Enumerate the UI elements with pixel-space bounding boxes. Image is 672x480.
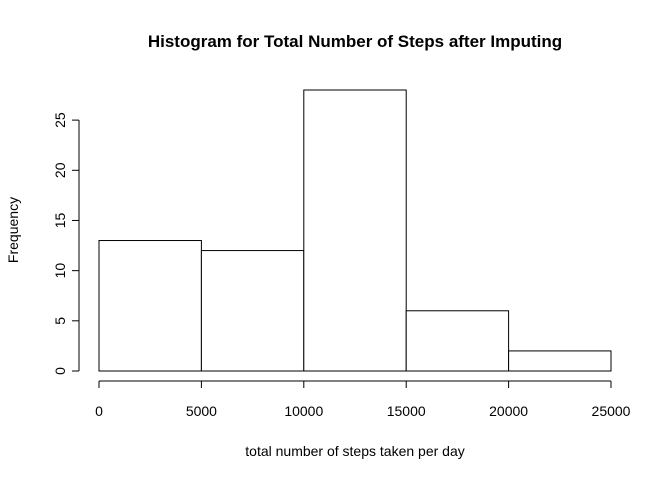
y-tick-label-0: 0: [52, 367, 68, 375]
x-tick-label-10000: 10000: [284, 403, 323, 419]
x-tick-label-15000: 15000: [387, 403, 426, 419]
x-axis-label: total number of steps taken per day: [245, 443, 464, 459]
histogram-bar-0: [98, 240, 202, 372]
x-tick-label-25000: 25000: [592, 403, 631, 419]
x-tick-label-0: 0: [95, 403, 103, 419]
x-tick-label-5000: 5000: [186, 403, 217, 419]
y-axis: 0 5 10 15 20 25: [52, 112, 80, 375]
y-tick-label-15: 15: [52, 212, 68, 228]
histogram-bar-2: [303, 89, 407, 372]
y-axis-label: Frequency: [5, 197, 21, 263]
bars-group: [98, 89, 612, 372]
y-tick-label-20: 20: [52, 162, 68, 178]
x-axis: 0 5000 10000 15000 20000 25000: [95, 380, 631, 419]
y-tick-label-25: 25: [52, 112, 68, 128]
y-tick-label-5: 5: [52, 317, 68, 325]
chart-title: Histogram for Total Number of Steps afte…: [148, 32, 562, 51]
y-tick-label-10: 10: [52, 263, 68, 279]
histogram-bar-3: [405, 310, 510, 372]
histogram-bar-4: [508, 350, 612, 372]
x-tick-label-20000: 20000: [489, 403, 528, 419]
histogram-bar-1: [200, 250, 305, 372]
